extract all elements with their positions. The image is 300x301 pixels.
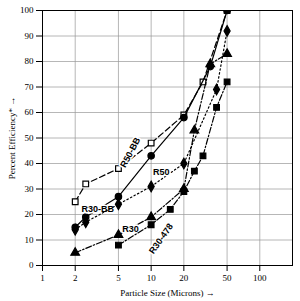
svg-text:20: 20 <box>25 209 35 219</box>
svg-text:50: 50 <box>223 273 233 283</box>
svg-text:40: 40 <box>25 158 35 168</box>
svg-text:90: 90 <box>25 31 35 41</box>
svg-text:R30: R30 <box>122 224 139 234</box>
svg-text:10: 10 <box>25 235 35 245</box>
svg-text:Percent Efficiency* →: Percent Efficiency* → <box>7 97 17 179</box>
svg-text:1: 1 <box>40 273 45 283</box>
svg-text:60: 60 <box>25 107 35 117</box>
svg-text:0: 0 <box>29 260 34 270</box>
svg-text:R50: R50 <box>153 167 170 177</box>
svg-text:10: 10 <box>147 273 157 283</box>
svg-text:5: 5 <box>116 273 121 283</box>
svg-text:R50-BB: R50-BB <box>118 135 142 169</box>
svg-text:20: 20 <box>179 273 189 283</box>
svg-text:R30-478: R30-478 <box>147 222 175 256</box>
svg-text:2: 2 <box>73 273 78 283</box>
svg-text:70: 70 <box>25 82 35 92</box>
svg-text:R30-BB: R30-BB <box>81 203 114 214</box>
svg-text:50: 50 <box>25 133 35 143</box>
svg-text:100: 100 <box>253 273 267 283</box>
svg-text:Particle Size (Microns) →: Particle Size (Microns) → <box>120 288 215 298</box>
svg-text:100: 100 <box>20 5 34 15</box>
svg-text:80: 80 <box>25 56 35 66</box>
svg-text:30: 30 <box>25 184 35 194</box>
